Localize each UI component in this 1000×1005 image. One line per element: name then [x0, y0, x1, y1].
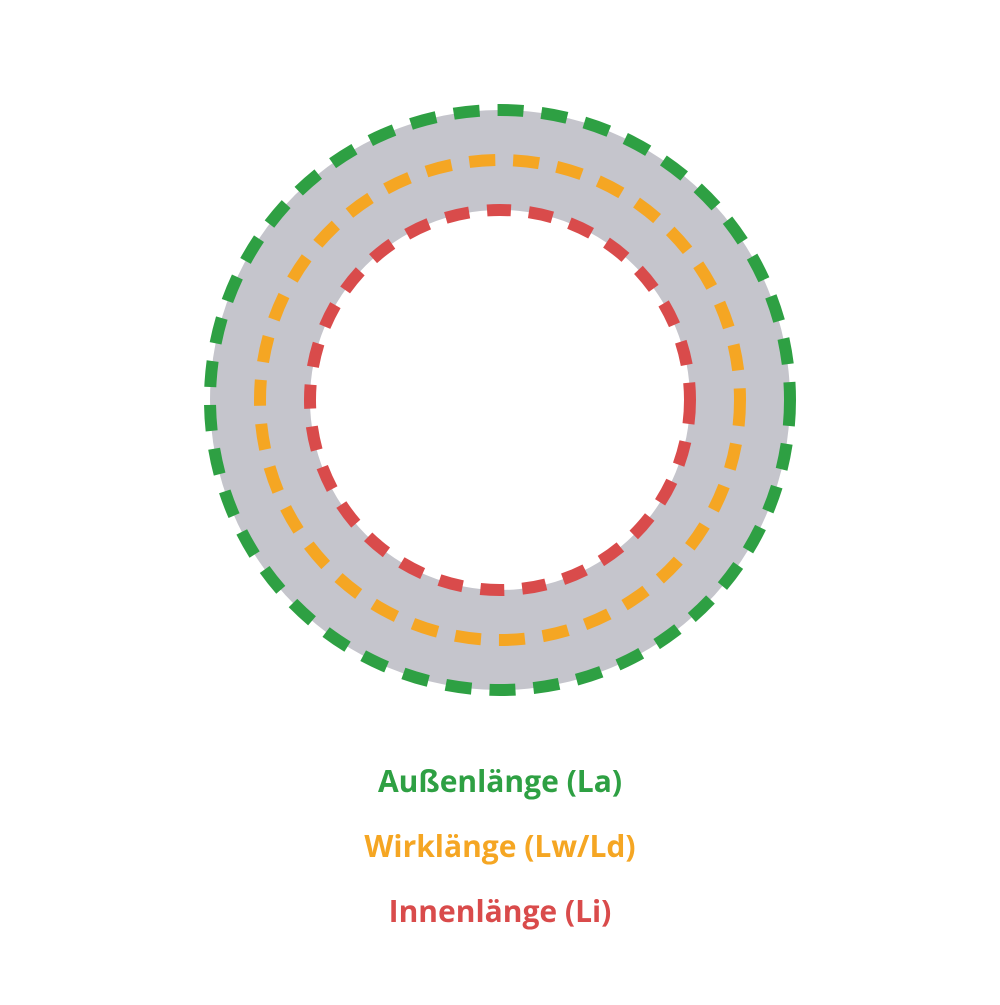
legend: Außenlänge (La) Wirklänge (Lw/Ld) Innenl… — [0, 760, 1000, 931]
legend-label-inner: Innenlänge (Li) — [389, 890, 612, 931]
legend-label-outer: Außenlänge (La) — [378, 760, 622, 801]
inner-circle — [310, 210, 690, 590]
legend-item-outer: Außenlänge (La) — [378, 760, 622, 801]
legend-item-inner: Innenlänge (Li) — [389, 890, 612, 931]
legend-item-middle: Wirklänge (Lw/Ld) — [364, 825, 635, 866]
legend-label-middle: Wirklänge (Lw/Ld) — [364, 825, 635, 866]
ring-diagram: Außenlänge (La) Wirklänge (Lw/Ld) Innenl… — [0, 0, 1000, 1000]
